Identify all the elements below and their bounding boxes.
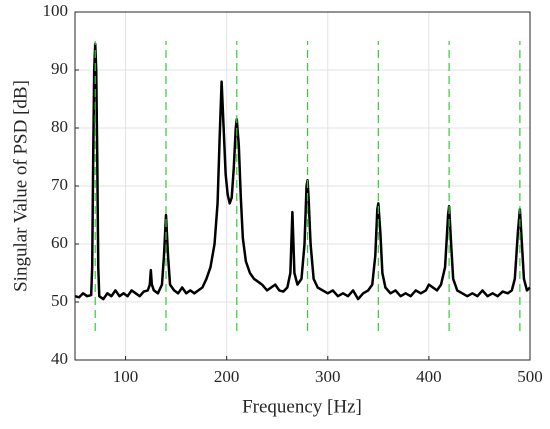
line-series [74, 42, 531, 301]
y-tick-label: 90 [51, 59, 68, 78]
x-tick-label: 100 [113, 367, 139, 386]
x-tick-label: 300 [315, 367, 341, 386]
y-tick-label: 60 [51, 233, 68, 252]
y-tick-label: 70 [51, 175, 68, 194]
plot [74, 41, 531, 331]
grid [75, 11, 531, 361]
x-tick-label: 400 [416, 367, 442, 386]
x-tick-label: 200 [214, 367, 240, 386]
y-tick-label: 80 [51, 117, 68, 136]
y-tick-label: 50 [51, 291, 68, 310]
y-tick-label: 40 [51, 349, 68, 368]
x-axis-label: Frequency [Hz] [242, 396, 362, 417]
x-tick-label: 500 [517, 367, 543, 386]
y-axis-label: Singular Value of PSD [dB] [10, 80, 31, 292]
y-tick-label: 100 [43, 1, 69, 20]
